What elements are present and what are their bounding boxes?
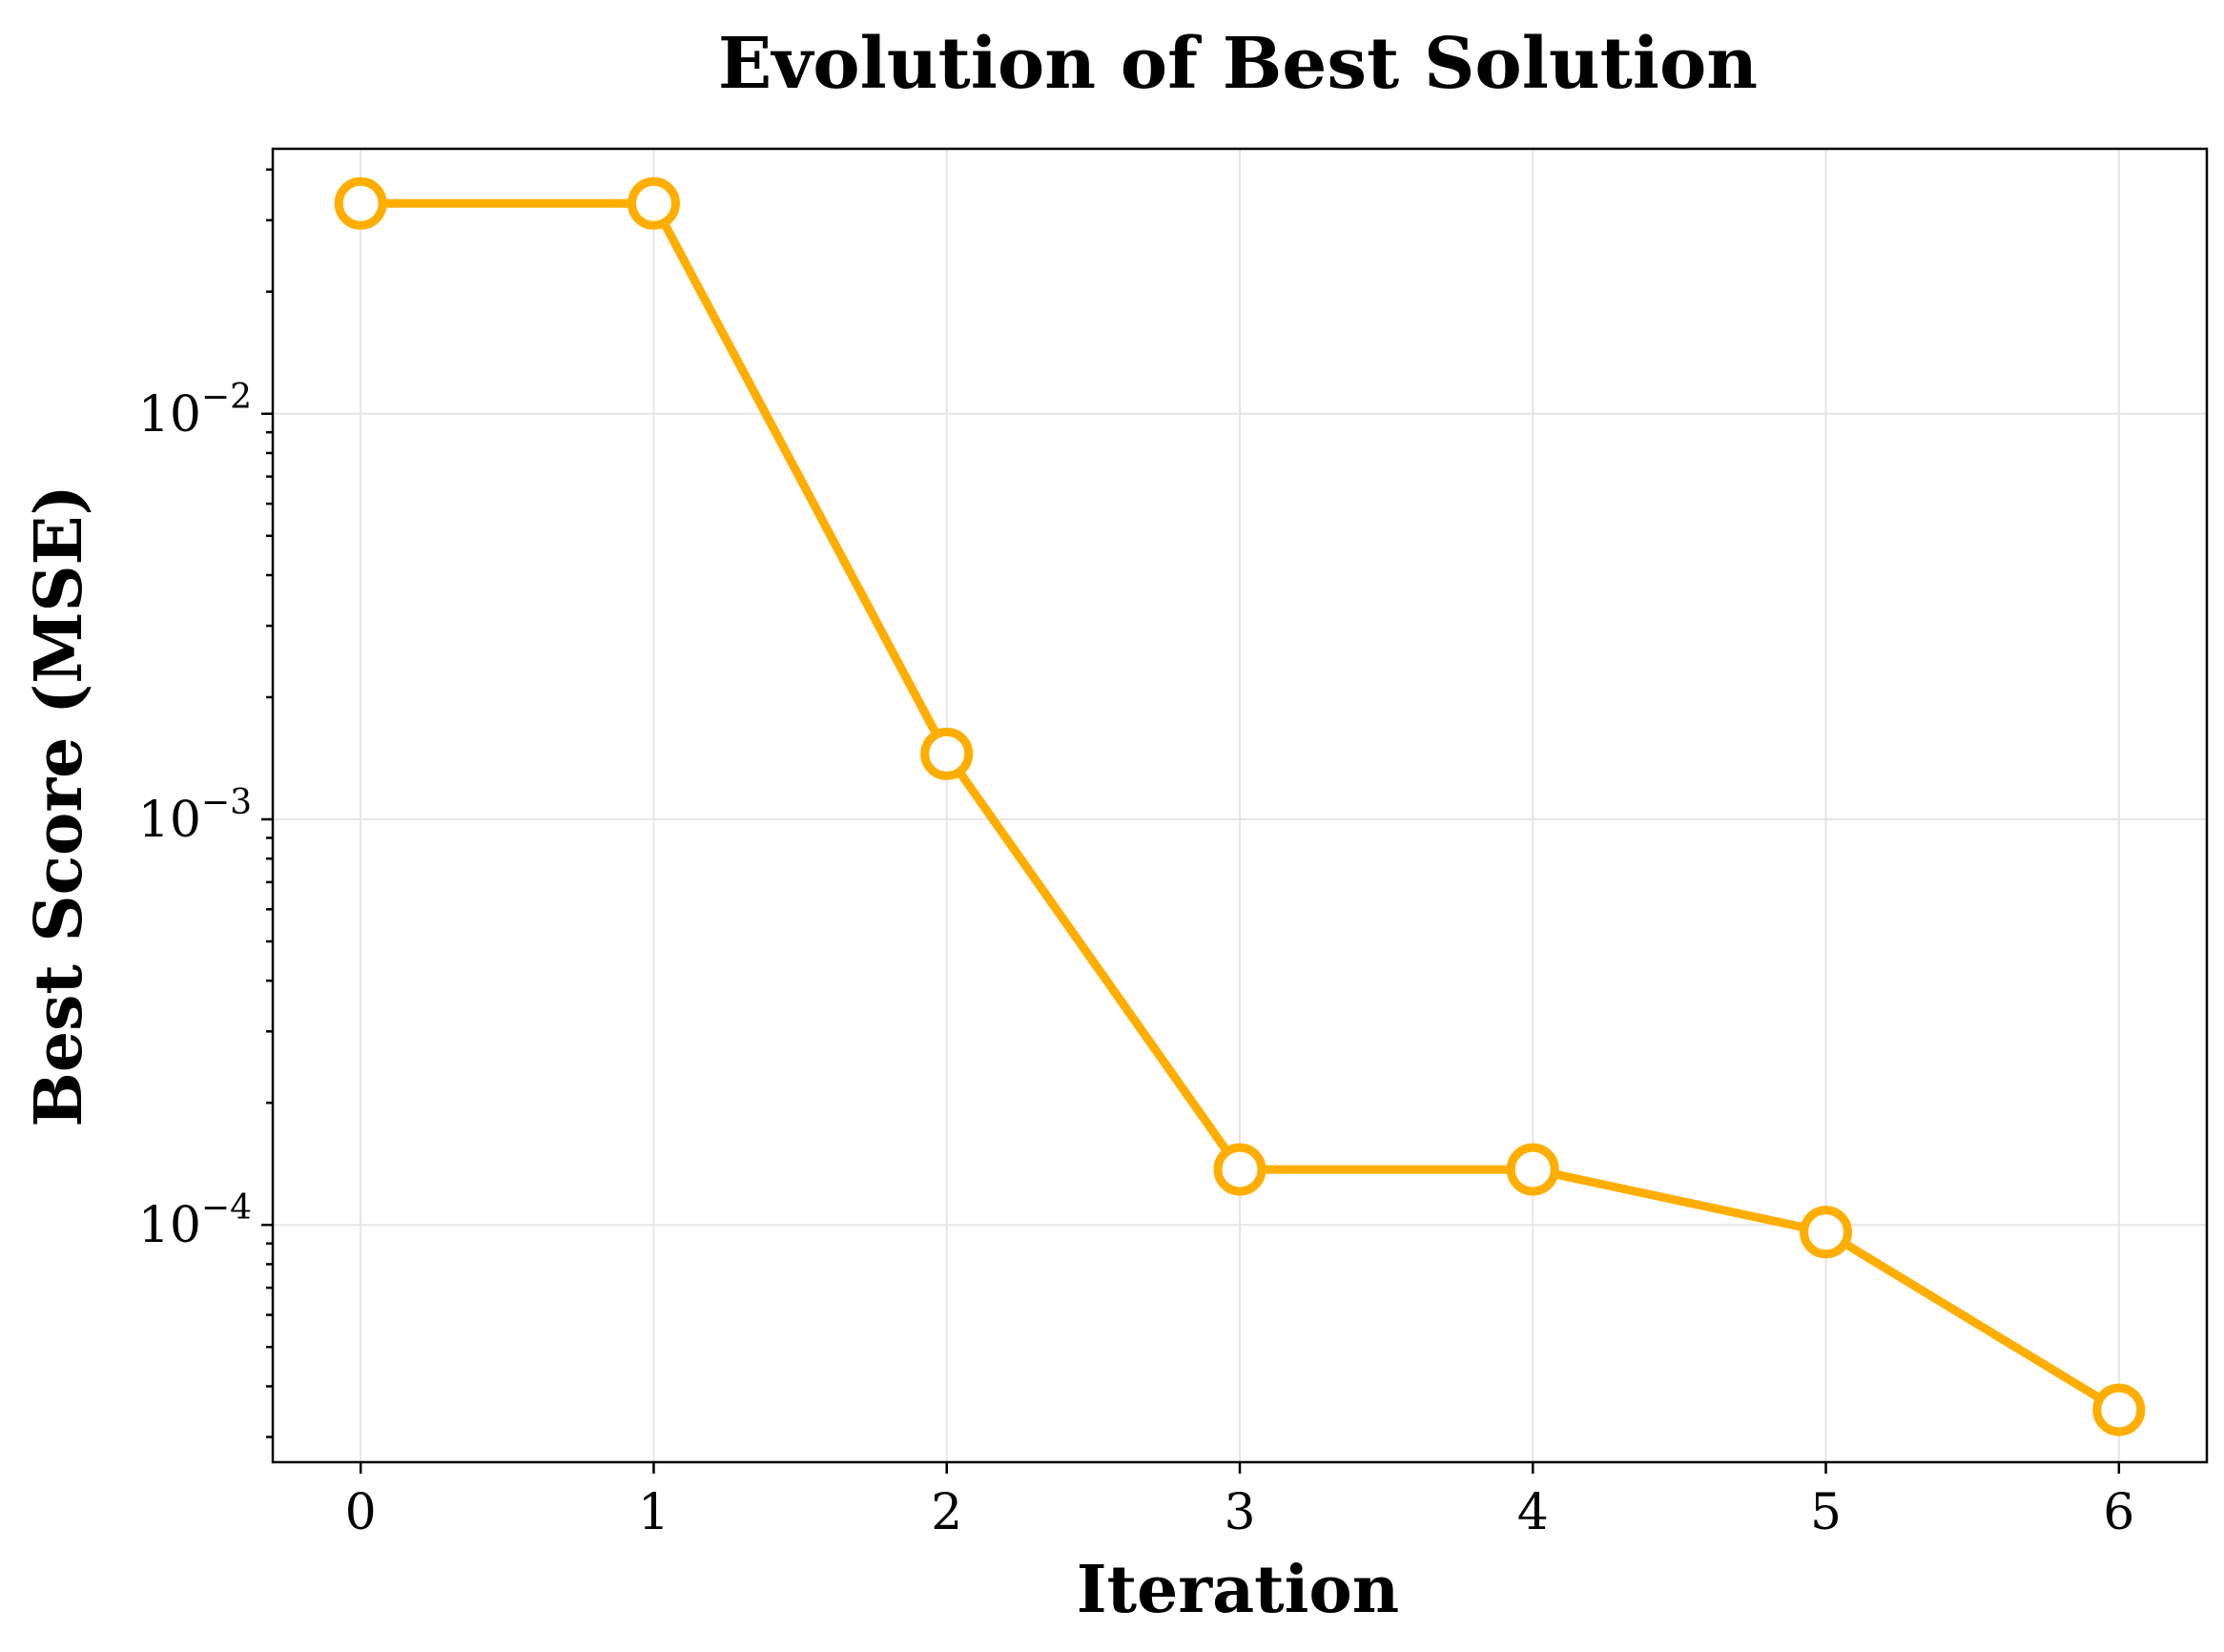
data-point bbox=[920, 727, 974, 780]
y-tick-label: 10−3 bbox=[138, 783, 252, 849]
x-tick-label: 2 bbox=[931, 1484, 962, 1541]
data-point bbox=[334, 176, 387, 230]
tick-layer: 0 1 2 3 4 5 6 10−2 10−3 10−4 bbox=[138, 168, 2134, 1541]
series-layer bbox=[334, 176, 2146, 1436]
data-point bbox=[2092, 1383, 2146, 1436]
x-tick-label: 1 bbox=[638, 1484, 669, 1541]
grid-layer bbox=[273, 149, 2207, 1462]
data-point bbox=[1213, 1143, 1266, 1196]
x-tick-label: 3 bbox=[1224, 1484, 1255, 1541]
x-tick-label: 5 bbox=[1810, 1484, 1842, 1541]
y-tick-label: 10−4 bbox=[138, 1188, 252, 1254]
data-point bbox=[1800, 1206, 1853, 1259]
data-point bbox=[627, 176, 680, 230]
y-axis-label: Best Score (MSE) bbox=[21, 485, 97, 1126]
chart-title: Evolution of Best Solution bbox=[718, 23, 1758, 105]
data-point bbox=[1506, 1143, 1559, 1196]
x-tick-label: 6 bbox=[2103, 1484, 2134, 1541]
x-axis-label: Iteration bbox=[1077, 1552, 1399, 1628]
y-tick-label: 10−2 bbox=[138, 378, 252, 444]
x-tick-label: 4 bbox=[1517, 1484, 1549, 1541]
x-tick-label: 0 bbox=[345, 1484, 377, 1541]
